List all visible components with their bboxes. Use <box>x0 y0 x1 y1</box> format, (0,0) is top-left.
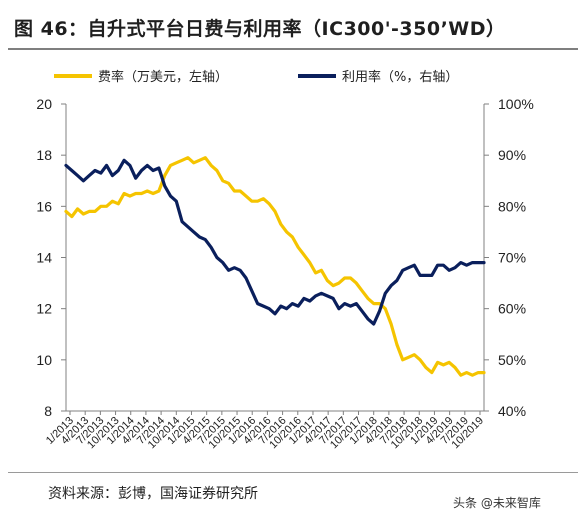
left-tick-label: 12 <box>36 301 52 317</box>
chart-legend: 费率（万美元，左轴） 利用率（%，右轴） <box>54 69 458 85</box>
right-tick-label: 80% <box>498 198 526 214</box>
left-tick-label: 8 <box>44 403 52 419</box>
legend-label-utilization: 利用率（%，右轴） <box>342 69 458 85</box>
right-tick-label: 60% <box>498 301 526 317</box>
left-tick-label: 20 <box>36 96 52 112</box>
series-line-utilization <box>64 158 486 326</box>
figure-title: 图 46：自升式平台日费与利用率（IC300'-350’WD） <box>14 18 506 40</box>
right-tick-label: 50% <box>498 352 526 368</box>
left-tick-label: 10 <box>36 352 52 368</box>
source-note: 资料来源：彭博，国海证券研究所 <box>48 486 258 502</box>
left-tick-label: 16 <box>36 198 52 214</box>
title-rule <box>8 48 578 50</box>
right-tick-label: 100% <box>498 96 534 112</box>
left-tick-label: 14 <box>36 250 52 266</box>
left-tick-label: 18 <box>36 147 52 163</box>
legend-label-day-rate: 费率（万美元，左轴） <box>98 69 228 85</box>
chart-axes: 810121416182040%50%60%70%80%90%100%1/201… <box>36 96 533 451</box>
right-tick-label: 90% <box>498 147 526 163</box>
right-tick-label: 40% <box>498 403 526 419</box>
chart-series <box>64 156 486 377</box>
watermark: 头条 @未来智库 <box>453 496 541 510</box>
source-rule <box>8 472 578 473</box>
series-line-day-rate <box>64 156 486 377</box>
right-tick-label: 70% <box>498 250 526 266</box>
